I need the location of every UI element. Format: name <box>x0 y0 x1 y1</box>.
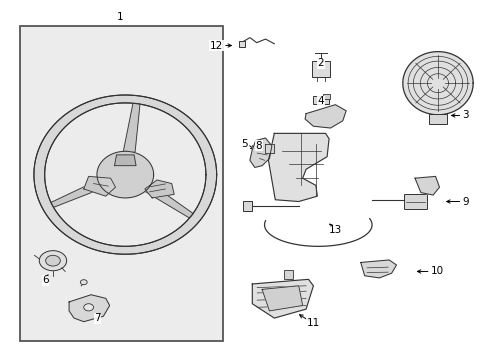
Polygon shape <box>269 134 329 202</box>
Text: 7: 7 <box>94 313 101 323</box>
Bar <box>314 96 329 104</box>
Text: 13: 13 <box>329 225 342 235</box>
Text: 5: 5 <box>241 139 247 149</box>
Bar <box>20 26 223 341</box>
Polygon shape <box>361 260 396 278</box>
Polygon shape <box>262 286 303 311</box>
Bar <box>312 61 330 77</box>
Polygon shape <box>51 181 102 207</box>
Text: 3: 3 <box>463 111 469 121</box>
Polygon shape <box>34 95 217 254</box>
Bar <box>404 194 427 209</box>
Text: 8: 8 <box>255 141 262 151</box>
Circle shape <box>39 251 67 271</box>
Text: 1: 1 <box>117 12 123 22</box>
Polygon shape <box>265 144 274 153</box>
Text: 9: 9 <box>463 197 469 207</box>
Polygon shape <box>69 295 110 321</box>
Bar <box>429 114 447 124</box>
Polygon shape <box>97 151 154 198</box>
Text: 2: 2 <box>318 58 324 68</box>
Polygon shape <box>305 105 346 128</box>
Bar <box>239 41 245 47</box>
Polygon shape <box>252 279 314 318</box>
Bar <box>323 94 330 99</box>
Polygon shape <box>84 176 116 196</box>
Polygon shape <box>403 51 473 115</box>
Polygon shape <box>123 103 140 152</box>
Polygon shape <box>115 155 136 166</box>
Circle shape <box>80 280 87 285</box>
Polygon shape <box>145 180 174 198</box>
Circle shape <box>84 304 94 311</box>
Bar <box>243 201 252 211</box>
Text: 4: 4 <box>318 96 324 106</box>
Polygon shape <box>250 138 272 167</box>
Text: 10: 10 <box>431 266 444 276</box>
Text: 6: 6 <box>42 275 49 285</box>
Polygon shape <box>145 184 194 218</box>
Text: 11: 11 <box>307 319 320 328</box>
Text: 12: 12 <box>210 41 223 50</box>
Bar <box>284 270 293 279</box>
Polygon shape <box>415 176 440 195</box>
Circle shape <box>46 255 60 266</box>
